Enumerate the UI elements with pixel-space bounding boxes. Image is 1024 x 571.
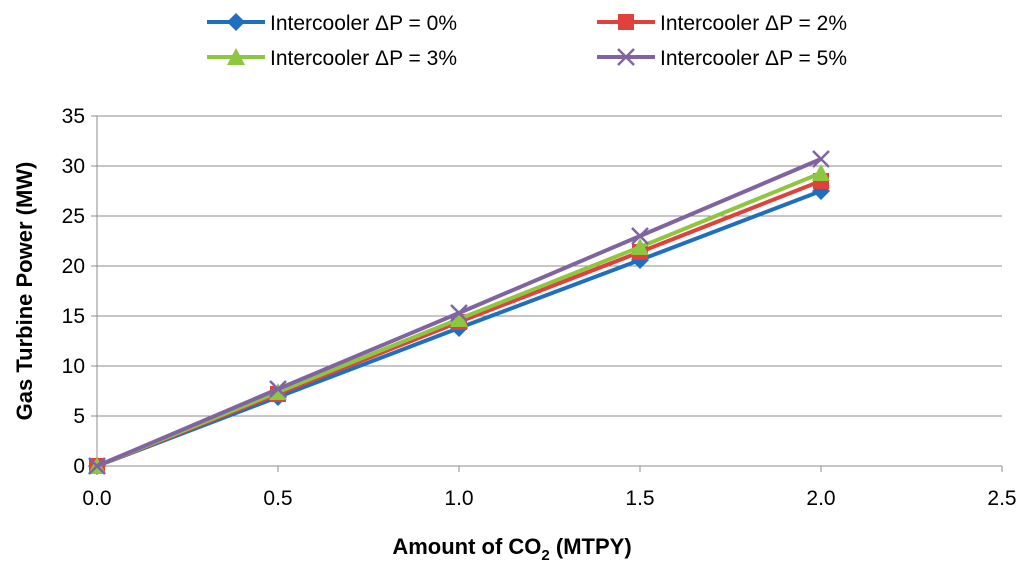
legend-item: Intercooler ΔP = 5% — [597, 47, 847, 70]
x-tick-label: 0.0 — [82, 487, 111, 510]
series-3 — [88, 150, 830, 475]
legend-label: Intercooler ΔP = 0% — [270, 12, 457, 35]
data-point — [812, 150, 830, 168]
x-tick-label: 2.5 — [987, 487, 1016, 510]
x-tick-label: 0.5 — [263, 487, 292, 510]
legend: Intercooler ΔP = 0% Intercooler ΔP = 2% In… — [207, 12, 847, 70]
x-axis-title-subscript: 2 — [541, 547, 549, 564]
data-point — [269, 380, 287, 398]
series-lines — [88, 150, 830, 475]
axes: 0 5 10 15 20 25 30 35 0.0 0.5 1.0 1.5 2.0 2.5 — [62, 105, 1017, 510]
y-tick-label: 0 — [73, 455, 85, 478]
y-tick-label: 20 — [62, 255, 85, 278]
x-axis-title: Amount of CO2 (MTPY) — [392, 534, 631, 564]
data-point — [450, 310, 468, 327]
legend-marker — [227, 13, 245, 31]
x-tick-label: 2.0 — [806, 487, 835, 510]
legend-label: Intercooler ΔP = 3% — [270, 47, 457, 70]
x-axis-title-suffix: (MTPY) — [550, 534, 632, 559]
y-axis-title: Gas Turbine Power (MW) — [12, 162, 37, 421]
gridlines — [97, 115, 1002, 417]
legend-item: Intercooler ΔP = 3% — [207, 47, 457, 70]
y-tick-label: 30 — [62, 155, 85, 178]
legend-marker — [618, 14, 634, 30]
y-tick-label: 25 — [62, 205, 85, 228]
legend-label: Intercooler ΔP = 5% — [660, 47, 847, 70]
x-tick-label: 1.0 — [444, 487, 473, 510]
data-point — [450, 304, 468, 322]
data-point — [88, 457, 106, 475]
y-tick-label: 35 — [62, 105, 85, 128]
x-axis-title-prefix: Amount of CO — [392, 534, 541, 559]
data-point — [631, 227, 649, 245]
y-tick-label: 5 — [73, 405, 85, 428]
legend-marker — [227, 48, 245, 65]
x-tick-label: 1.5 — [625, 487, 654, 510]
data-point — [269, 383, 287, 400]
legend-item: Intercooler ΔP = 2% — [597, 12, 847, 35]
data-point — [812, 164, 830, 181]
legend-marker — [617, 48, 635, 66]
legend-item: Intercooler ΔP = 0% — [207, 12, 457, 35]
legend-label: Intercooler ΔP = 2% — [660, 12, 847, 35]
y-tick-label: 10 — [62, 355, 85, 378]
y-tick-label: 15 — [62, 305, 85, 328]
data-point — [631, 238, 649, 255]
